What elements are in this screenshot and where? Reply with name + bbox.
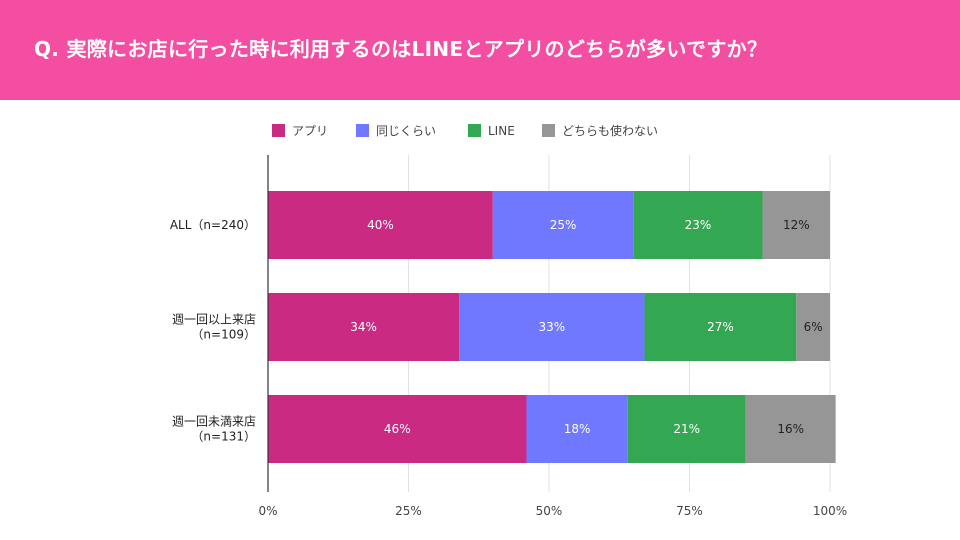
x-tick-label: 75% <box>676 504 703 518</box>
bar-segment <box>526 395 628 463</box>
legend-label: どちらも使わない <box>562 123 658 138</box>
category-label: 週一回以上来店 <box>172 313 256 327</box>
question-title: Q. 実際にお店に行った時に利用するのはLINEとアプリのどちらが多いですか？ <box>34 37 768 61</box>
legend-label: 同じくらい <box>376 124 436 138</box>
data-label: 12% <box>783 218 810 232</box>
data-label: 25% <box>550 218 577 232</box>
category-label: ALL（n=240） <box>170 218 256 232</box>
bar-segment <box>492 191 634 259</box>
legend-label: アプリ <box>292 124 328 138</box>
data-label: 33% <box>538 320 565 334</box>
bar-segment <box>633 191 763 259</box>
bar-segment <box>644 293 797 361</box>
bar-segment <box>268 191 493 259</box>
bar-segment <box>268 293 460 361</box>
bar-segment <box>459 293 645 361</box>
data-label: 27% <box>707 320 734 334</box>
data-label: 21% <box>673 422 700 436</box>
data-label: 40% <box>367 218 394 232</box>
category-label: 週一回未満来店 <box>172 415 256 429</box>
category-label: （n=109） <box>191 328 256 342</box>
bar-segment <box>627 395 746 463</box>
legend-swatch <box>356 124 369 137</box>
header-banner: Q. 実際にお店に行った時に利用するのはLINEとアプリのどちらが多いですか？ <box>0 0 960 100</box>
x-tick-label: 25% <box>395 504 422 518</box>
data-label: 23% <box>685 218 712 232</box>
x-tick-label: 0% <box>258 504 277 518</box>
data-label: 34% <box>350 320 377 334</box>
legend-swatch <box>542 124 555 137</box>
legend-swatch <box>272 124 285 137</box>
data-label: 18% <box>564 422 591 436</box>
bar-segment <box>762 191 830 259</box>
bar-segment <box>796 293 830 361</box>
legend-label: LINE <box>488 124 515 138</box>
x-tick-label: 50% <box>536 504 563 518</box>
category-label: （n=131） <box>191 430 256 444</box>
data-label: 6% <box>804 320 823 334</box>
bar-segment <box>745 395 836 463</box>
data-label: 16% <box>777 422 804 436</box>
x-tick-label: 100% <box>813 504 847 518</box>
data-label: 46% <box>384 422 411 436</box>
legend-swatch <box>468 124 481 137</box>
bar-segment <box>268 395 527 463</box>
